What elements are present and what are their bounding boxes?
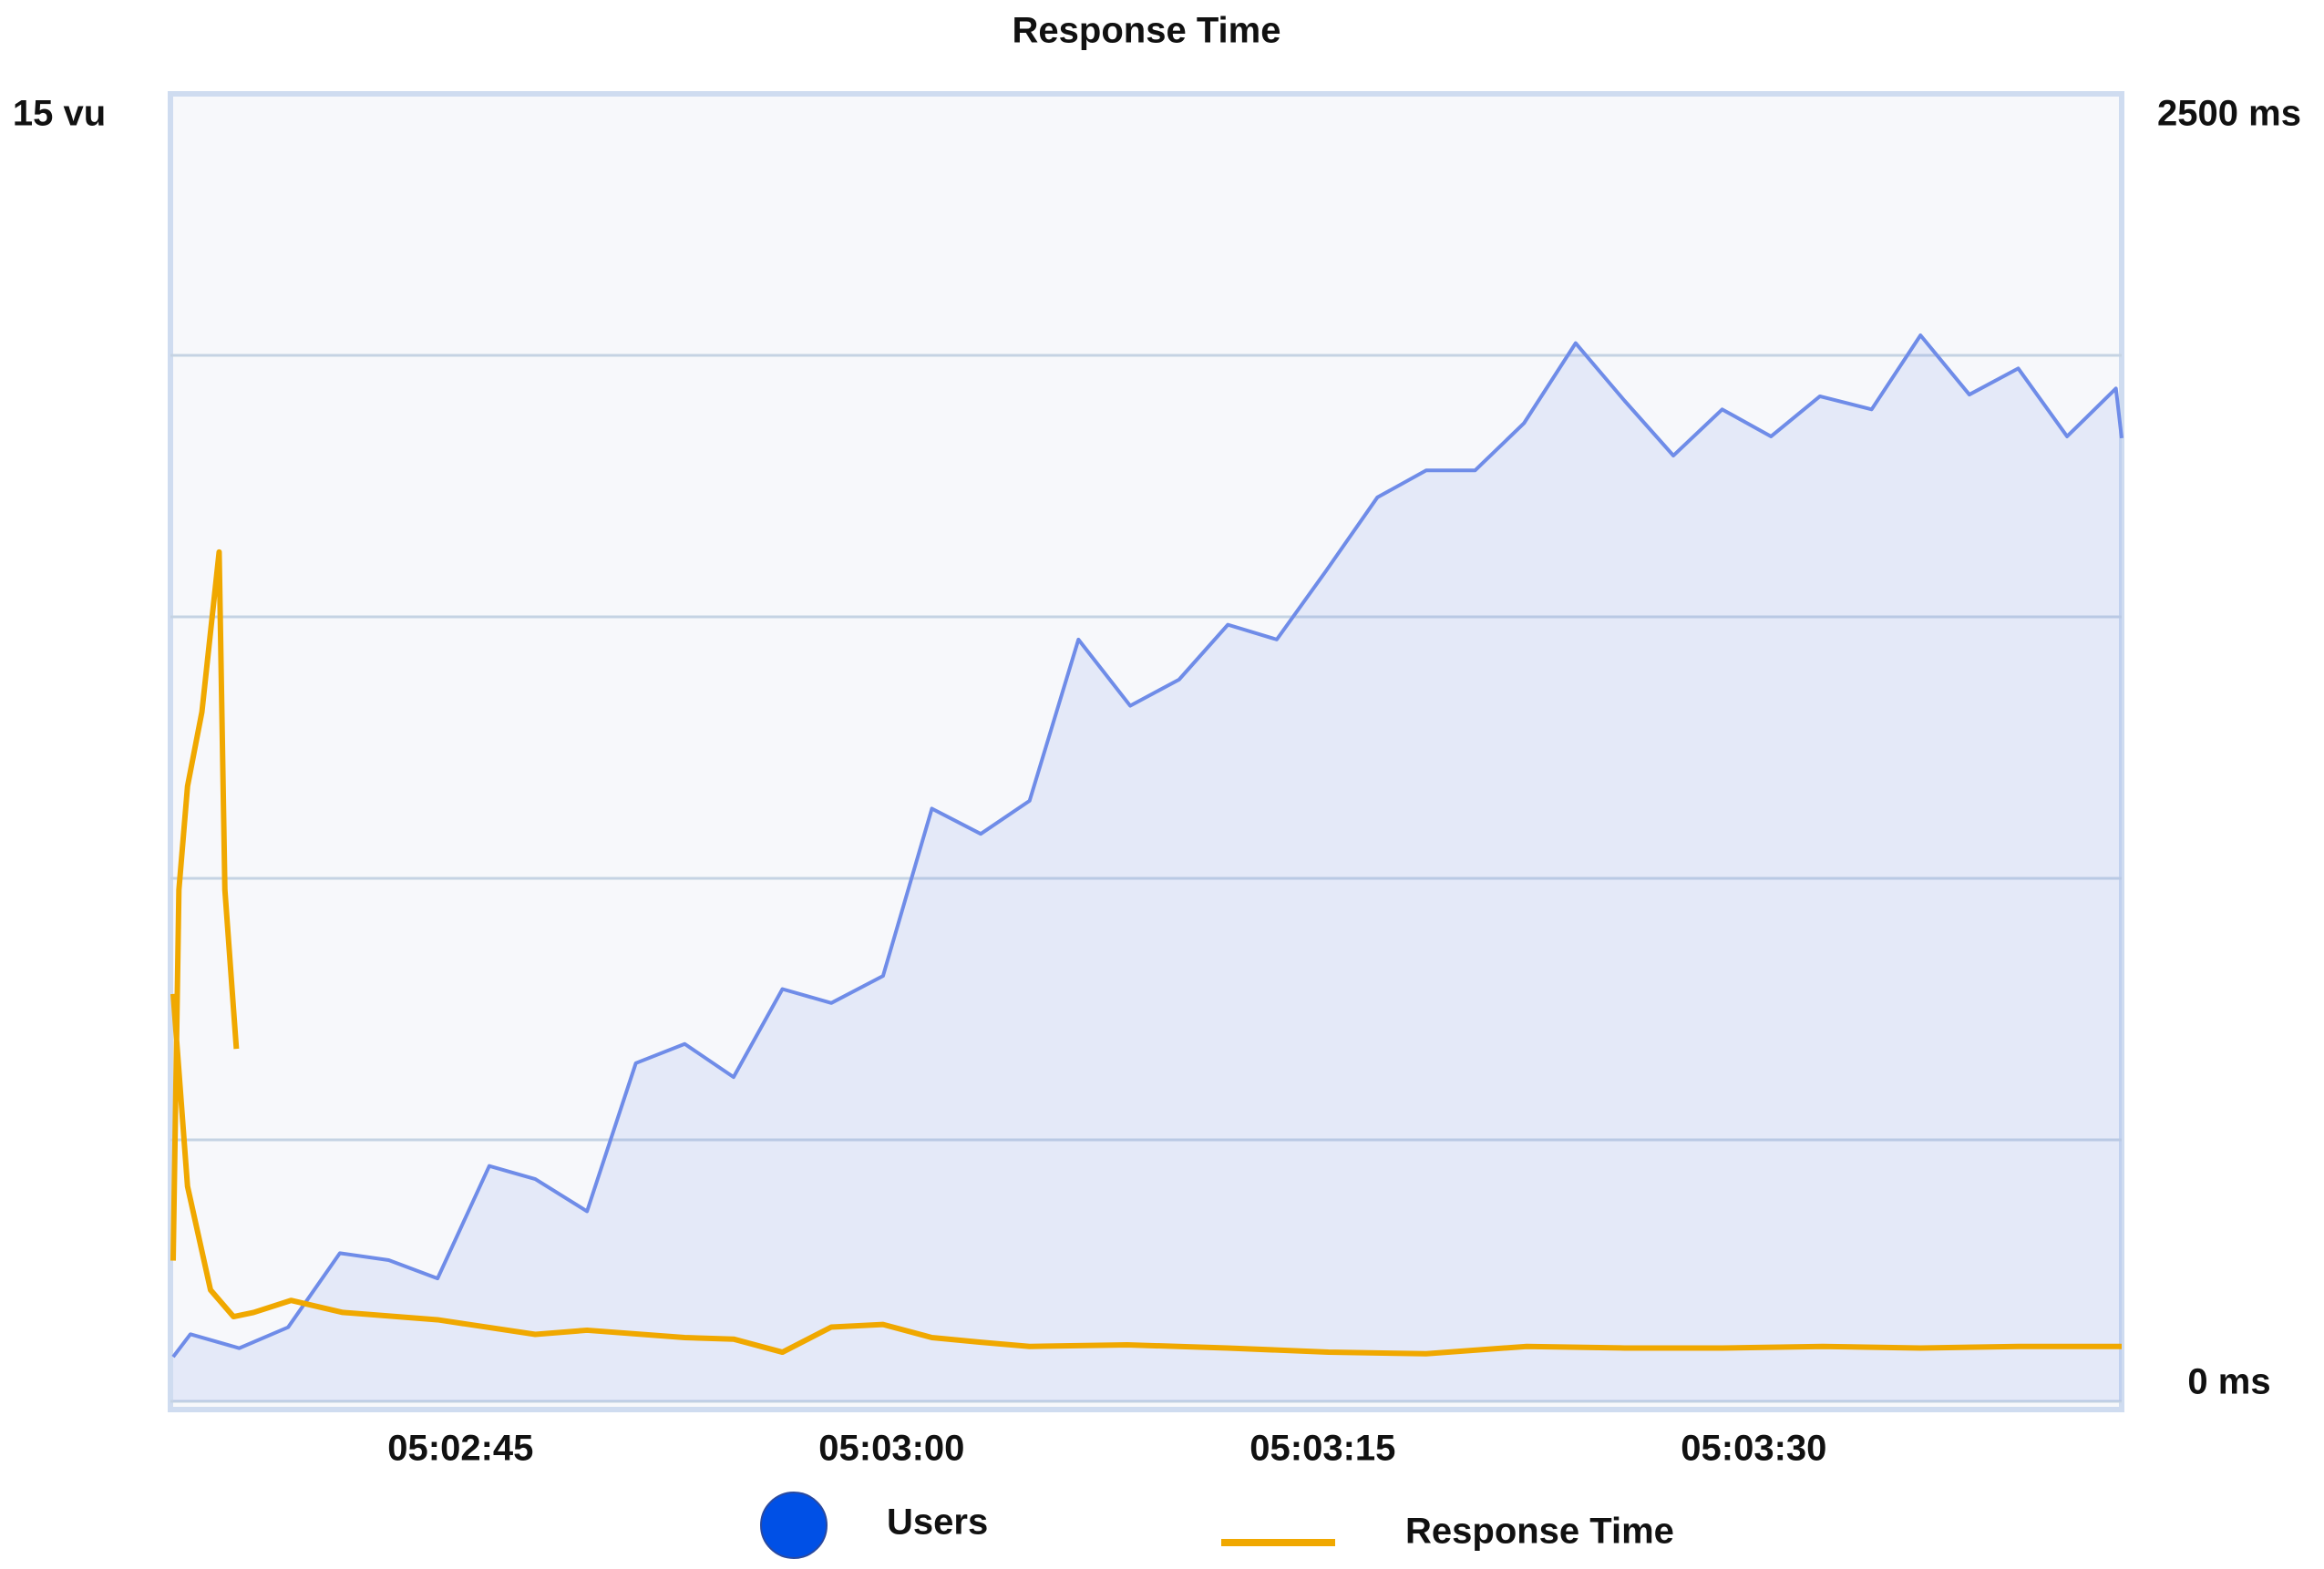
line: [170, 549, 2122, 1357]
chart-title: Response Time: [1013, 11, 1281, 51]
y2-tick-label: 0 ms: [2187, 1362, 2270, 1402]
y-tick-label: 15 vu: [13, 94, 106, 134]
legend-label: Response Time: [1405, 1512, 1674, 1552]
x-tick-label: 05:02:45: [387, 1429, 533, 1469]
x-tick-label: 05:03:15: [1249, 1429, 1395, 1469]
x-tick-label: 05:03:00: [818, 1429, 964, 1469]
legend-marker: [760, 1492, 828, 1559]
area: [173, 334, 2122, 1401]
plot-area: [168, 91, 2124, 1412]
x-tick-label: 05:03:30: [1681, 1429, 1826, 1469]
y2-tick-label: 2500 ms: [2157, 94, 2301, 134]
area-line: [171, 333, 2123, 1359]
legend-label: Users: [887, 1502, 988, 1543]
